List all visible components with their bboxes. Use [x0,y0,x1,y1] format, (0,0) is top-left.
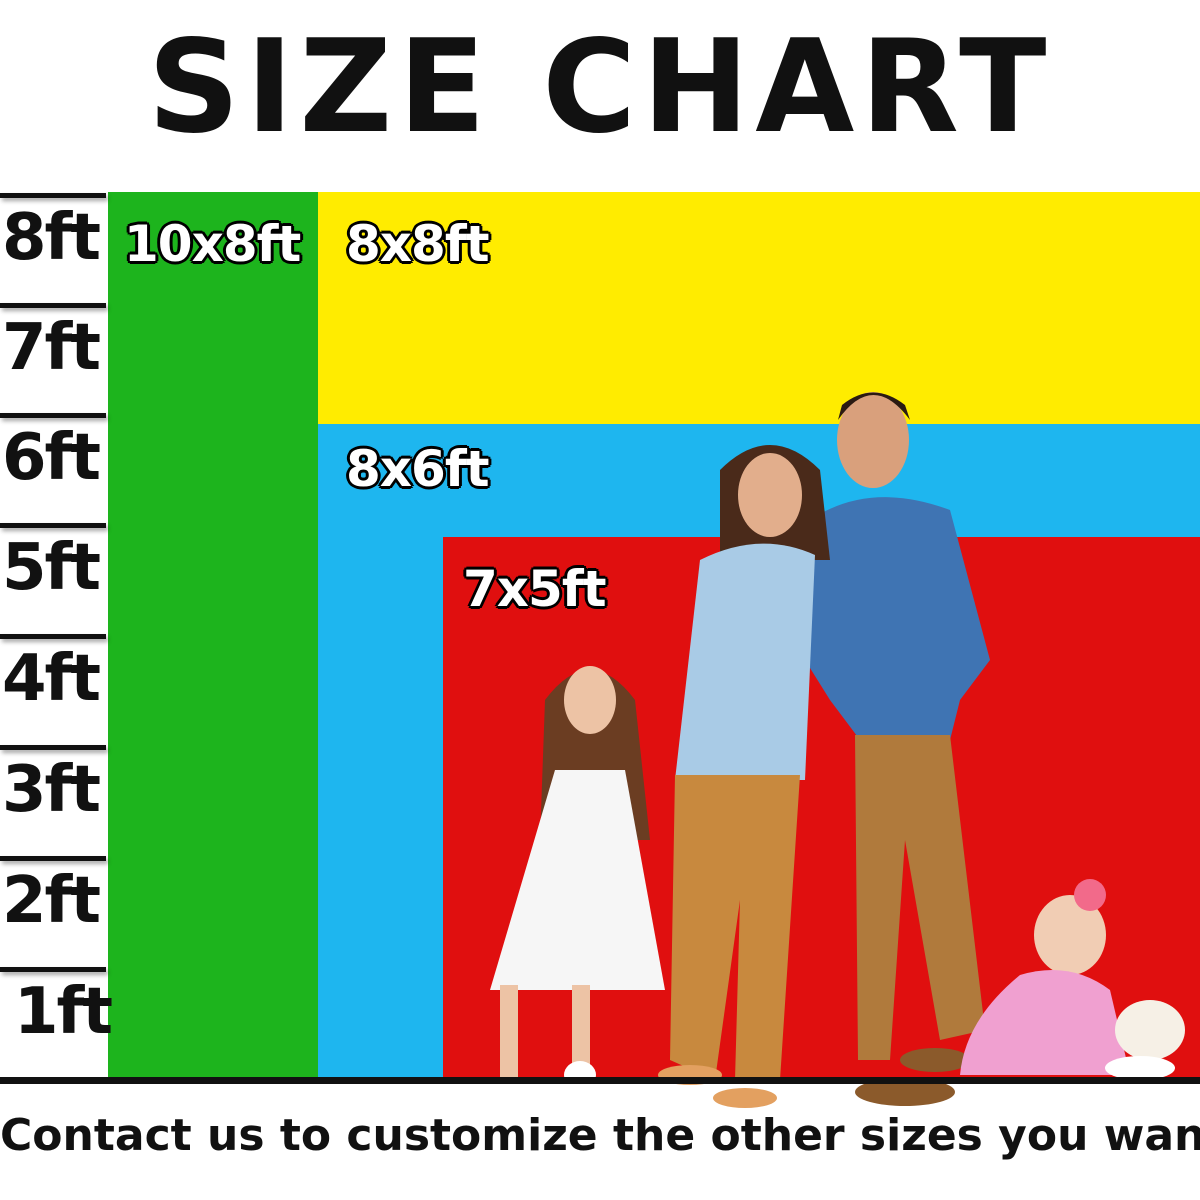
scale-label-7ft: 7ft [2,311,101,385]
scale-label-4ft: 4ft [2,642,101,716]
man-figure [805,392,990,1106]
scale-tick [0,634,106,639]
woman-figure [658,445,830,1108]
girl-figure [490,666,665,1120]
footer-contact-text: Contact us to customize the other sizes … [0,1110,1200,1161]
baby-figure [960,879,1185,1080]
scale-tick [0,303,106,308]
ground-line [0,1077,1200,1084]
scale-tick [0,193,106,198]
scale-tick [0,523,106,528]
scale-label-2ft: 2ft [2,864,101,938]
page-title: SIZE CHART [147,13,1053,162]
scale-tick [0,413,106,418]
size-rect-8x8 [318,192,1200,424]
scale-label-5ft: 5ft [2,531,101,605]
scale-label-1ft: 1ft [14,975,113,1049]
scale-label-3ft: 3ft [2,753,101,827]
scale-label-8ft: 8ft [2,201,101,275]
size-label-8x8: 8x8ft [346,215,489,273]
size-label-8x6: 8x6ft [346,440,489,498]
size-label-7x5: 7x5ft [463,560,606,618]
size-label-10x8: 10x8ft [124,215,301,273]
scale-tick [0,856,106,861]
scale-tick [0,745,106,750]
scale-tick [0,967,106,972]
size-rect-10x8 [108,192,318,1080]
scale-label-6ft: 6ft [2,421,101,495]
